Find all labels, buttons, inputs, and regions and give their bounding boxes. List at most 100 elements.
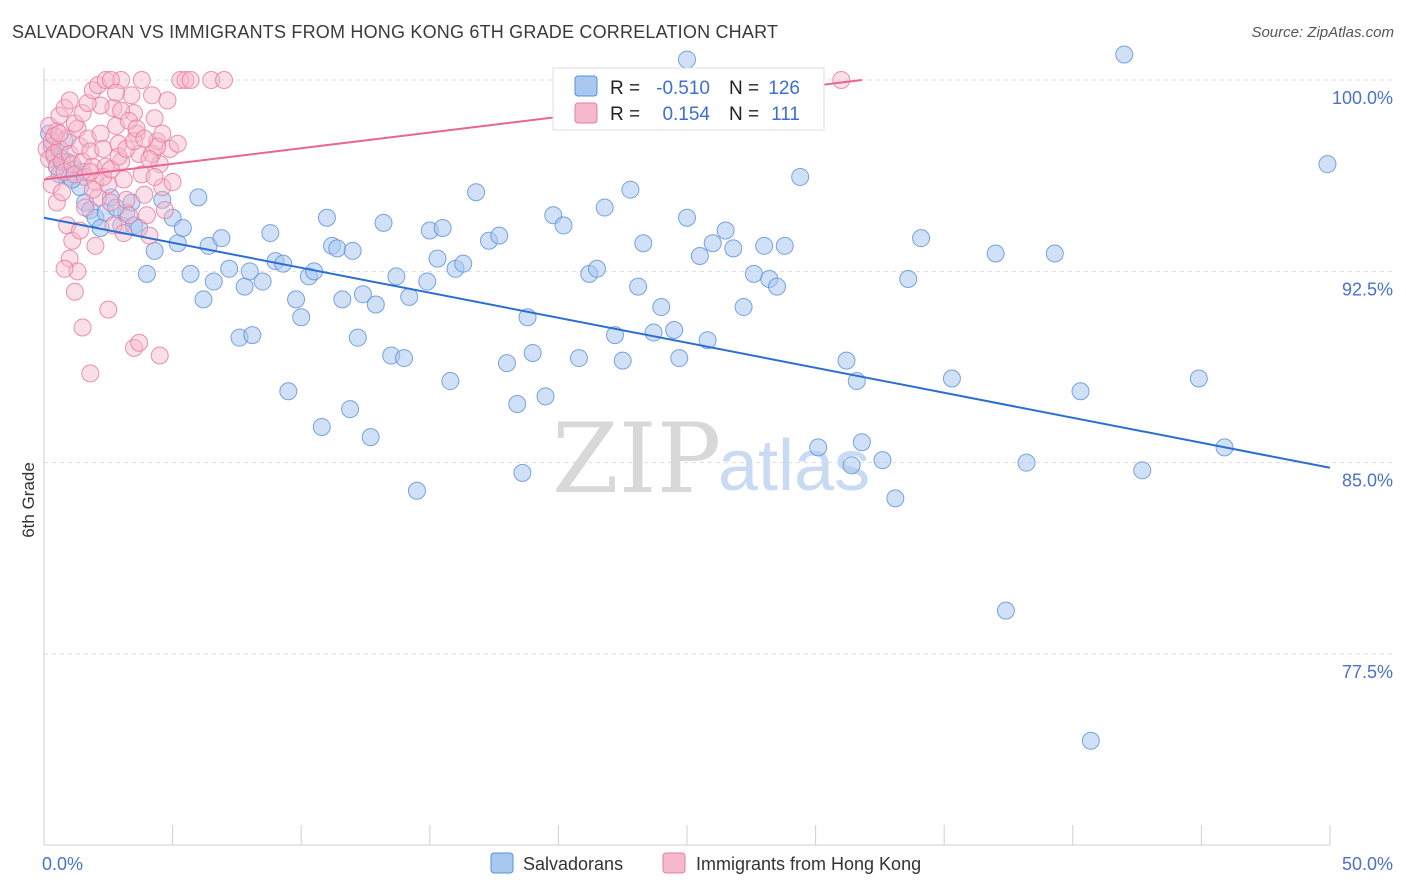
salvadorans-point (181, 264, 200, 283)
hong-kong-point (65, 282, 84, 301)
hong-kong-point (99, 300, 118, 319)
salvadorans-point (775, 236, 794, 255)
hong-kong-point (135, 129, 154, 148)
salvadorans-point (842, 456, 861, 475)
hong-kong-point (145, 167, 164, 186)
salvadorans-point (220, 259, 239, 278)
hong-kong-point (73, 152, 92, 171)
hong-kong-point (176, 71, 195, 89)
salvadorans-point (1081, 731, 1100, 750)
hong-kong-point (127, 119, 146, 138)
salvadorans-point (366, 295, 385, 314)
salvadorans-point (361, 428, 380, 447)
salvadorans-point (508, 394, 527, 413)
salvadorans-point (441, 372, 460, 391)
salvadorans-point (173, 218, 192, 237)
hong-kong-point (60, 91, 79, 110)
salvadorans-point (243, 326, 262, 345)
hong-kong-point (158, 91, 177, 110)
hong-kong-point (107, 83, 126, 102)
salvadorans-point (194, 290, 213, 309)
hong-kong-point (76, 198, 95, 217)
salvadorans-point (605, 326, 624, 345)
hong-kong-point (83, 180, 102, 199)
bottom-legend-label-hong-kong: Immigrants from Hong Kong (696, 854, 921, 874)
hong-kong-point (202, 71, 221, 89)
salvadorans-points (40, 45, 1337, 750)
hong-kong-point (137, 206, 156, 225)
salvadorans-point (312, 417, 331, 436)
salvadorans-point (1045, 244, 1064, 263)
hong-kong-point (150, 346, 169, 365)
hong-kong-point (215, 71, 234, 89)
hong-kong-point (73, 318, 92, 337)
hong-kong-point (81, 364, 100, 383)
hong-kong-point (53, 183, 72, 202)
hong-kong-point (50, 124, 69, 143)
legend-n-label-pink: N = (729, 104, 759, 125)
hong-kong-point (55, 259, 74, 278)
salvadorans-trend-line (43, 216, 1331, 469)
salvadorans-point (678, 208, 696, 227)
hong-kong-point (109, 147, 128, 166)
legend-n-value-pink: 111 (771, 104, 800, 125)
hong-kong-point (135, 185, 154, 204)
source-label: Source: ZipAtlas.com (1251, 24, 1394, 41)
salvadorans-point (703, 234, 722, 253)
salvadorans-point (670, 349, 689, 368)
salvadorans-point (768, 277, 787, 296)
chart-title: SALVADORAN VS IMMIGRANTS FROM HONG KONG … (12, 22, 779, 42)
salvadorans-point (204, 272, 223, 291)
hong-kong-point (71, 137, 90, 156)
hong-kong-point (114, 170, 133, 189)
hong-kong-point (832, 71, 851, 89)
salvadorans-point (587, 259, 606, 278)
salvadorans-point (353, 285, 372, 304)
salvadorans-point (536, 387, 555, 406)
legend-r-label-blue: R = (610, 78, 640, 99)
salvadorans-point (418, 272, 437, 291)
salvadorans-point (613, 351, 632, 370)
bottom-legend-swatch-pink (662, 852, 686, 874)
salvadorans-point (153, 190, 172, 209)
bottom-legend: Salvadorans Immigrants from Hong Kong (490, 852, 921, 874)
salvadorans-point (433, 218, 452, 237)
x-tick-right: 50.0% (1342, 854, 1393, 874)
hong-kong-point (143, 86, 162, 105)
hong-kong-point (47, 193, 66, 212)
salvadorans-point (348, 328, 367, 347)
salvadorans-point (407, 481, 426, 500)
salvadorans-point (1017, 453, 1036, 472)
watermark-zip: ZIP (552, 403, 721, 515)
salvadorans-point (1318, 155, 1337, 174)
y-tick-label: 85.0% (1342, 471, 1393, 491)
salvadorans-point (724, 239, 743, 258)
hong-kong-point (45, 127, 64, 146)
salvadorans-point (235, 277, 254, 296)
legend-r-label-pink: R = (610, 104, 640, 125)
salvadorans-point (454, 254, 473, 273)
salvadorans-point (292, 308, 311, 327)
legend: R = -0.510 N = 126 R = 0.154 N = 111 (552, 67, 825, 131)
legend-n-value-blue: 126 (768, 78, 800, 99)
salvadorans-point (634, 234, 653, 253)
salvadorans-point (333, 290, 352, 309)
hong-kong-point (117, 190, 136, 209)
salvadorans-point (837, 351, 856, 370)
y-tick-label: 77.5% (1342, 662, 1393, 682)
salvadorans-point (279, 382, 298, 401)
axes (43, 68, 1331, 846)
salvadorans-point (253, 272, 272, 291)
hong-kong-point (86, 236, 105, 255)
hong-kong-point (65, 114, 84, 133)
salvadorans-point (791, 167, 810, 186)
salvadorans-point (317, 208, 336, 227)
hong-kong-point (181, 71, 200, 89)
salvadorans-point (652, 298, 671, 317)
hong-kong-point (145, 109, 164, 128)
hong-kong-point (140, 226, 159, 245)
salvadorans-point (145, 241, 164, 260)
salvadorans-point (261, 224, 280, 243)
salvadorans-point (428, 249, 447, 268)
hong-kong-point (132, 71, 151, 89)
